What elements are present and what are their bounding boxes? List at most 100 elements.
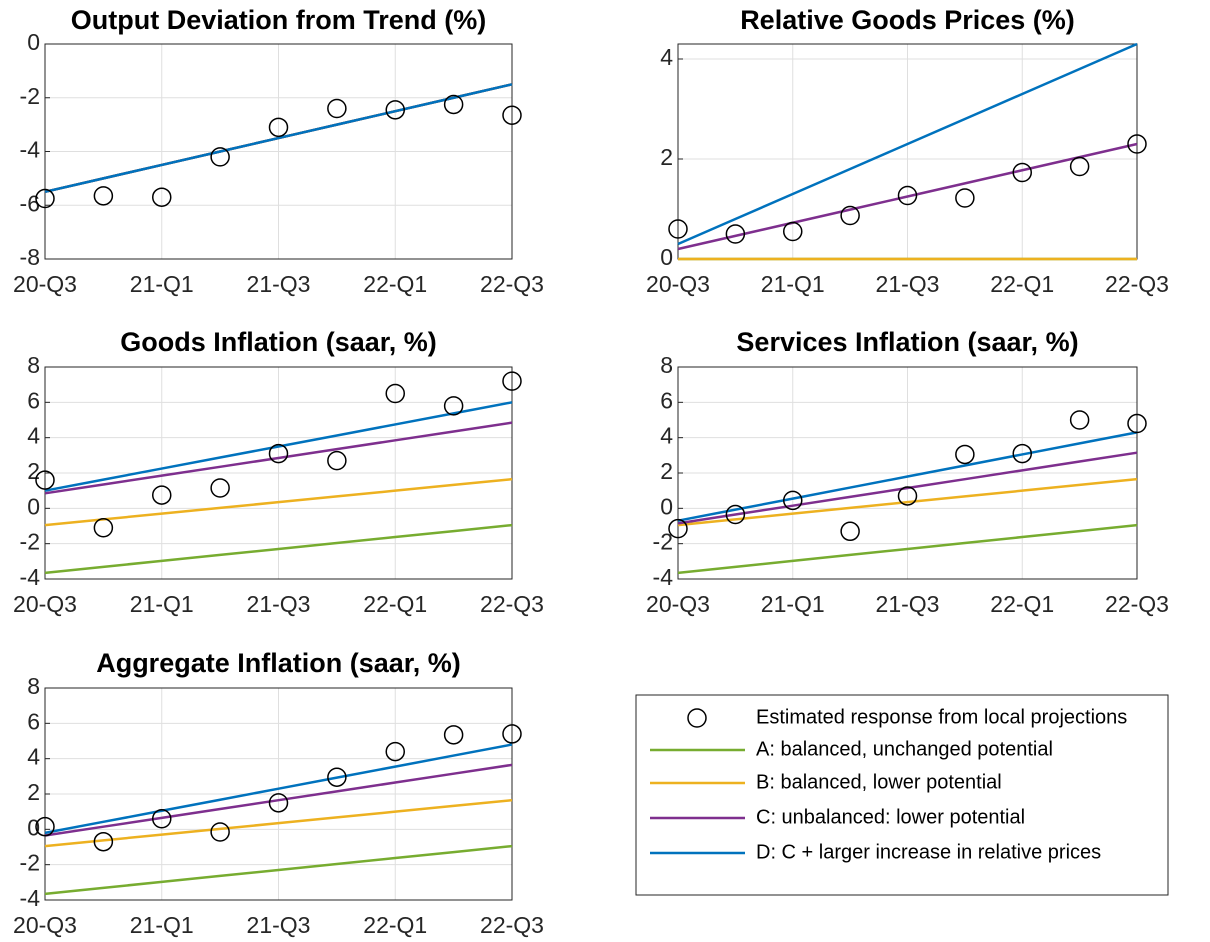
- x-tick-label: 20-Q3: [646, 591, 710, 617]
- chart-title: Services Inflation (saar, %): [736, 327, 1078, 357]
- y-tick-label: -4: [20, 564, 41, 590]
- x-tick-label: 22-Q3: [1105, 591, 1169, 617]
- data-point: [268, 793, 289, 813]
- x-tick-label: 22-Q1: [990, 591, 1054, 617]
- data-point: [210, 478, 230, 498]
- data-point: [443, 94, 464, 115]
- series-line: [44, 523, 513, 575]
- data-point: [152, 187, 172, 207]
- legend-box: [635, 694, 1169, 896]
- data-point: [327, 450, 347, 471]
- data-point: [210, 147, 230, 167]
- legend-label: B: balanced, lower potential: [756, 771, 1002, 793]
- series-line: [44, 743, 513, 835]
- legend-label: A: balanced, unchanged potential: [756, 738, 1053, 760]
- y-tick-label: -2: [20, 83, 40, 109]
- x-tick-label: 22-Q3: [480, 591, 544, 617]
- x-tick-label: 21-Q3: [247, 912, 311, 938]
- data-point: [783, 221, 803, 242]
- data-point: [35, 188, 55, 209]
- x-tick-label: 22-Q1: [363, 591, 427, 617]
- series-line: [677, 523, 1138, 575]
- y-tick-label: -2: [653, 529, 673, 555]
- data-point: [210, 822, 230, 842]
- data-point: [955, 444, 975, 465]
- y-tick-label: 2: [27, 458, 40, 484]
- y-tick-label: 0: [27, 29, 40, 55]
- series-line: [677, 42, 1138, 246]
- data-point: [327, 767, 347, 787]
- data-point: [840, 205, 860, 226]
- axes-box: [44, 687, 513, 901]
- y-tick-label: -8: [20, 244, 40, 270]
- y-tick-label: 6: [660, 387, 673, 413]
- x-tick-label: 22-Q1: [990, 271, 1054, 297]
- x-tick-label: 22-Q1: [363, 271, 427, 297]
- data-point: [725, 224, 746, 244]
- data-point: [1127, 413, 1147, 434]
- legend-label: Estimated response from local projection…: [756, 706, 1127, 728]
- series-line: [44, 844, 513, 896]
- series-line: [44, 477, 513, 527]
- x-tick-label: 21-Q3: [247, 271, 311, 297]
- y-tick-label: 8: [660, 352, 673, 378]
- axes-box: [44, 43, 513, 260]
- data-point: [502, 724, 522, 744]
- data-point: [668, 518, 688, 539]
- legend-marker: [687, 708, 707, 728]
- legend-label: C: unbalanced: lower potential: [756, 806, 1025, 828]
- series-line: [44, 401, 513, 492]
- x-tick-label: 21-Q1: [130, 271, 194, 297]
- y-tick-label: -4: [653, 564, 674, 590]
- data-point: [93, 518, 114, 538]
- data-point: [93, 831, 114, 852]
- chart-title: Aggregate Inflation (saar, %): [96, 648, 461, 678]
- data-point: [385, 383, 405, 404]
- x-tick-label: 21-Q3: [876, 271, 940, 297]
- data-point: [1069, 156, 1090, 177]
- chart-title: Relative Goods Prices (%): [740, 5, 1075, 35]
- data-point: [152, 808, 172, 829]
- axes-box: [44, 366, 513, 580]
- data-point: [955, 188, 975, 208]
- data-point: [268, 443, 289, 464]
- series-line: [44, 798, 513, 848]
- y-tick-label: 6: [27, 387, 40, 413]
- series-line: [677, 142, 1138, 251]
- data-point: [1127, 134, 1147, 154]
- data-point: [668, 219, 688, 239]
- y-tick-label: -2: [20, 850, 40, 876]
- data-point: [35, 470, 55, 490]
- data-point: [443, 725, 464, 745]
- series-line: [44, 83, 513, 194]
- data-point: [897, 486, 918, 506]
- data-point: [443, 396, 464, 416]
- legend-label: D: C + larger increase in relative price…: [756, 841, 1101, 863]
- x-tick-label: 21-Q1: [761, 591, 825, 617]
- x-tick-label: 21-Q1: [761, 271, 825, 297]
- data-point: [1069, 410, 1090, 430]
- data-point: [385, 741, 405, 762]
- x-tick-label: 21-Q1: [130, 591, 194, 617]
- data-point: [783, 490, 803, 511]
- x-tick-label: 22-Q1: [363, 912, 427, 938]
- chart-title: Output Deviation from Trend (%): [71, 5, 487, 35]
- data-point: [502, 105, 522, 125]
- x-tick-label: 20-Q3: [13, 271, 77, 297]
- data-point: [502, 371, 522, 391]
- data-point: [152, 485, 172, 505]
- y-tick-label: 8: [27, 352, 40, 378]
- x-tick-label: 20-Q3: [13, 912, 77, 938]
- series-line: [44, 763, 513, 837]
- y-tick-label: 0: [27, 814, 40, 840]
- data-point: [93, 186, 114, 206]
- y-tick-label: 4: [660, 423, 673, 449]
- y-tick-label: 0: [27, 493, 40, 519]
- series-line: [677, 477, 1138, 527]
- data-point: [385, 100, 405, 120]
- x-tick-label: 20-Q3: [646, 271, 710, 297]
- x-tick-label: 21-Q3: [247, 591, 311, 617]
- y-tick-label: 2: [660, 458, 673, 484]
